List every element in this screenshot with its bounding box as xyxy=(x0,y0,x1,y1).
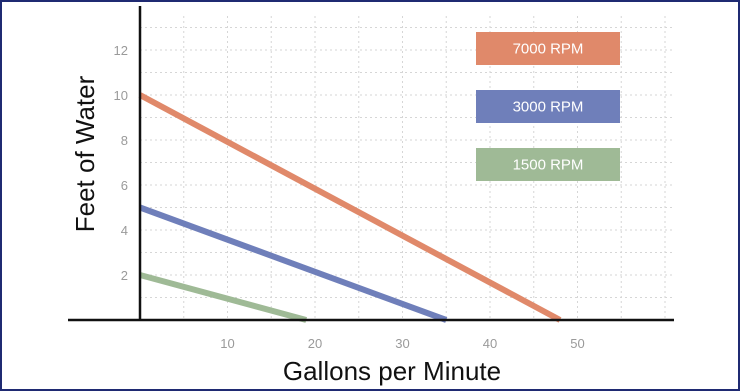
series-lines xyxy=(138,92,562,323)
y-axis-title: Feet of Water xyxy=(70,75,100,232)
x-tick-labels: 10 20 30 40 50 xyxy=(220,336,584,351)
x-tick-label: 10 xyxy=(220,336,234,351)
y-tick-label: 4 xyxy=(121,223,128,238)
y-tick-label: 10 xyxy=(114,88,128,103)
series-line-0 xyxy=(138,92,562,323)
x-tick-label: 50 xyxy=(570,336,584,351)
series-line-2 xyxy=(139,272,308,323)
x-tick-label: 20 xyxy=(308,336,322,351)
y-tick-label: 6 xyxy=(121,178,128,193)
y-tick-label: 12 xyxy=(114,43,128,58)
legend-label-2: 1500 RPM xyxy=(513,157,584,174)
legend-swatch-2 xyxy=(476,148,620,181)
legend-swatch-0 xyxy=(476,32,620,65)
x-tick-label: 30 xyxy=(395,336,409,351)
legend-label-1: 3000 RPM xyxy=(513,99,584,116)
y-tick-label: 2 xyxy=(121,268,128,283)
x-tick-label: 40 xyxy=(483,336,497,351)
legend-label-0: 7000 RPM xyxy=(513,41,584,58)
y-tick-label: 8 xyxy=(121,133,128,148)
x-axis-title: Gallons per Minute xyxy=(283,356,501,386)
legend-swatch-1 xyxy=(476,90,620,123)
axes xyxy=(68,6,674,322)
legend: 7000 RPM 3000 RPM 1500 RPM xyxy=(476,32,620,181)
series-line-1 xyxy=(138,204,448,323)
y-tick-labels: 2 4 6 8 10 12 xyxy=(114,43,128,283)
